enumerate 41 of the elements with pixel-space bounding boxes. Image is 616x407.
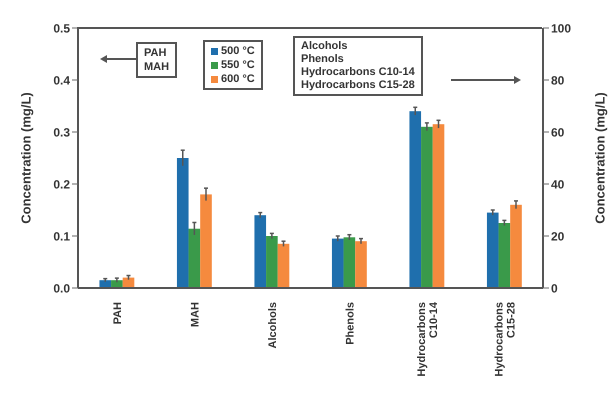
y2-tick-label: 100 bbox=[551, 21, 572, 36]
bar bbox=[486, 212, 499, 288]
y2-tick-label: 0 bbox=[551, 281, 558, 296]
annotation: PAH MAH bbox=[144, 46, 170, 74]
y2-tick-label: 20 bbox=[551, 229, 565, 244]
legend-label: 600 °C bbox=[221, 72, 255, 86]
x-tick-label: Hydrocarbons C10-14 bbox=[416, 301, 440, 377]
bar bbox=[254, 215, 266, 288]
legend-label: 550 °C bbox=[221, 58, 255, 72]
y2-tick-label: 80 bbox=[551, 73, 565, 88]
bar bbox=[432, 124, 444, 288]
y-tick-label: 0.4 bbox=[53, 73, 70, 88]
bar bbox=[344, 237, 356, 288]
y-tick-label: 0.5 bbox=[53, 21, 70, 36]
x-tick-label: Phenols bbox=[344, 302, 356, 345]
bar bbox=[510, 204, 522, 288]
bar bbox=[409, 111, 422, 288]
bar bbox=[122, 278, 134, 288]
x-tick-label: MAH bbox=[189, 302, 202, 328]
y-tick-label: 0.2 bbox=[53, 177, 70, 192]
bar bbox=[188, 228, 200, 288]
bar bbox=[421, 126, 433, 288]
y-tick-label: 0.3 bbox=[53, 125, 70, 140]
annotation: Alcohols Phenols Hydrocarbons C10-14 Hydrocarbons C15-28 bbox=[301, 40, 415, 92]
bar bbox=[498, 223, 510, 288]
x-tick-label: Hydrocarbons C15-28 bbox=[493, 302, 518, 377]
y2-axis-title: Concentration (mg/L) bbox=[592, 92, 608, 224]
bar bbox=[278, 244, 290, 288]
bar bbox=[200, 194, 212, 288]
bar bbox=[332, 238, 344, 288]
y-axis-title: Concentration (mg/L) bbox=[18, 92, 34, 224]
y2-tick-label: 60 bbox=[551, 125, 565, 140]
y-tick-label: 0.0 bbox=[53, 281, 70, 296]
legend-label: 500 °C bbox=[221, 44, 255, 58]
bar bbox=[266, 236, 278, 288]
bar bbox=[355, 241, 367, 288]
x-tick-label: Alcohols bbox=[266, 302, 279, 348]
y-tick-label: 0.1 bbox=[53, 229, 70, 244]
x-tick-label: PAH bbox=[112, 302, 124, 324]
bar bbox=[176, 158, 189, 288]
y2-tick-label: 40 bbox=[551, 177, 565, 192]
